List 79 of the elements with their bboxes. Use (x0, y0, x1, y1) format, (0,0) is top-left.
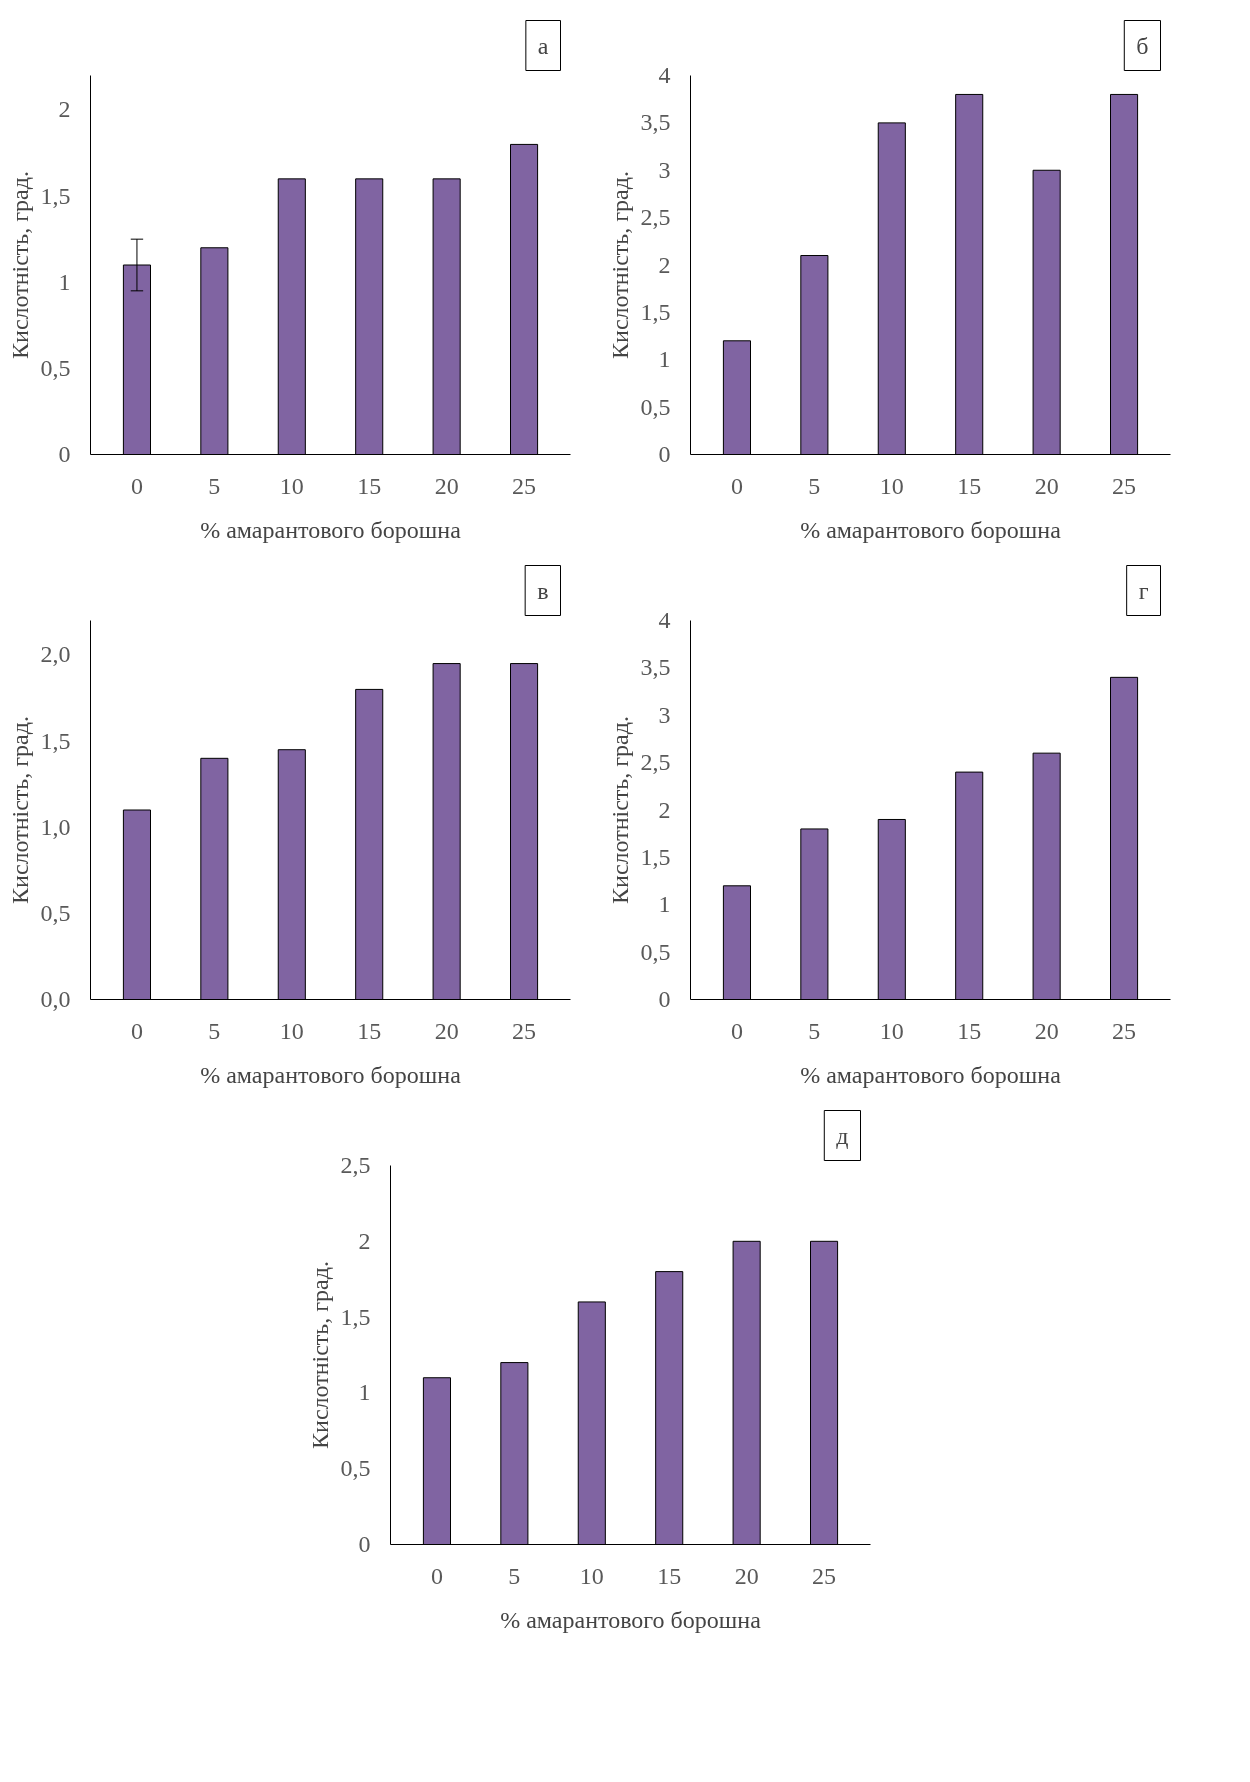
y-axis-title: Кислотність, град. (6, 716, 33, 904)
x-tick-label: 10 (879, 1017, 904, 1044)
text: б (1136, 32, 1149, 59)
x-tick-label: 5 (208, 472, 221, 499)
x-tick-label: 0 (430, 1562, 443, 1589)
x-axis-title: % амарантового борошна (200, 1061, 462, 1088)
x-tick-label: 0 (130, 1017, 143, 1044)
text: а (537, 32, 549, 59)
y-tick-label: 0 (58, 441, 71, 467)
y-axis-title: Кислотність, град. (6, 171, 33, 359)
x-tick-label: 10 (279, 472, 304, 499)
x-tick-label: 15 (357, 1017, 382, 1044)
y-tick-label: 2 (58, 96, 71, 123)
text: г (1138, 577, 1149, 604)
y-tick-label: 0 (358, 1531, 371, 1557)
x-tick-label: 25 (512, 1017, 537, 1044)
y-tick-label: 1,0 (40, 813, 71, 840)
x-tick-label: 15 (657, 1562, 682, 1589)
y-axis-title: Кислотність, град. (306, 1261, 333, 1449)
y-tick-label: 0,5 (640, 938, 671, 965)
y-tick-label: 2,5 (340, 1152, 371, 1178)
x-tick-label: 5 (808, 1017, 821, 1044)
y-axis-title: Кислотність, град. (606, 171, 633, 359)
x-tick-label: 0 (730, 1017, 743, 1044)
x-tick-label: 5 (508, 1562, 521, 1589)
x-tick-label: 5 (208, 1017, 221, 1044)
x-tick-label: 15 (357, 472, 382, 499)
x-axis-title: % амарантового борошна (800, 516, 1062, 543)
x-tick-label: 20 (1034, 1017, 1059, 1044)
y-tick-label: 1 (58, 268, 71, 295)
y-tick-label: 2 (358, 1227, 371, 1254)
y-tick-label: 3,5 (640, 654, 671, 681)
y-tick-label: 1,5 (40, 727, 71, 754)
x-axis-title: % амарантового борошна (500, 1606, 762, 1633)
x-tick-label: 25 (512, 472, 537, 499)
x-tick-label: 20 (1034, 472, 1059, 499)
y-tick-label: 1 (358, 1379, 371, 1406)
y-tick-label: 3 (658, 156, 671, 183)
y-tick-label: 1 (658, 346, 671, 373)
x-axis-title: % амарантового борошна (200, 516, 462, 543)
x-tick-label: 10 (279, 1017, 304, 1044)
x-tick-label: 10 (579, 1562, 604, 1589)
y-tick-label: 2,0 (40, 641, 71, 668)
y-tick-label: 0,0 (40, 986, 71, 1012)
y-tick-label: 0,5 (340, 1455, 371, 1482)
x-tick-label: 15 (957, 1017, 982, 1044)
y-tick-label: 1,5 (40, 182, 71, 209)
x-tick-label: 25 (812, 1562, 837, 1589)
y-tick-label: 3,5 (640, 109, 671, 136)
x-tick-label: 20 (434, 472, 459, 499)
y-tick-label: 0,5 (640, 393, 671, 420)
y-tick-label: 2 (658, 251, 671, 278)
y-tick-label: 2,5 (640, 204, 671, 231)
x-tick-label: 0 (130, 472, 143, 499)
x-tick-label: 5 (808, 472, 821, 499)
y-tick-label: 4 (658, 607, 671, 633)
text: д (836, 1122, 849, 1149)
x-tick-label: 15 (957, 472, 982, 499)
y-axis-title: Кислотність, град. (606, 716, 633, 904)
y-tick-label: 2 (658, 796, 671, 823)
x-axis-title: % амарантового борошна (800, 1061, 1062, 1088)
y-tick-label: 3 (658, 701, 671, 728)
x-tick-label: 20 (734, 1562, 759, 1589)
y-tick-label: 2,5 (640, 749, 671, 776)
x-tick-label: 0 (730, 472, 743, 499)
y-tick-label: 0 (658, 986, 671, 1012)
y-tick-label: 0,5 (40, 354, 71, 381)
y-tick-label: 0,5 (40, 899, 71, 926)
x-tick-label: 20 (434, 1017, 459, 1044)
y-tick-label: 1 (658, 891, 671, 918)
text: в (537, 577, 549, 604)
x-tick-label: 25 (1112, 472, 1137, 499)
y-tick-label: 1,5 (640, 843, 671, 870)
y-tick-label: 0 (658, 441, 671, 467)
x-tick-label: 10 (879, 472, 904, 499)
y-tick-label: 1,5 (340, 1303, 371, 1330)
x-tick-label: 25 (1112, 1017, 1137, 1044)
y-tick-label: 4 (658, 62, 671, 88)
y-tick-label: 1,5 (640, 298, 671, 325)
